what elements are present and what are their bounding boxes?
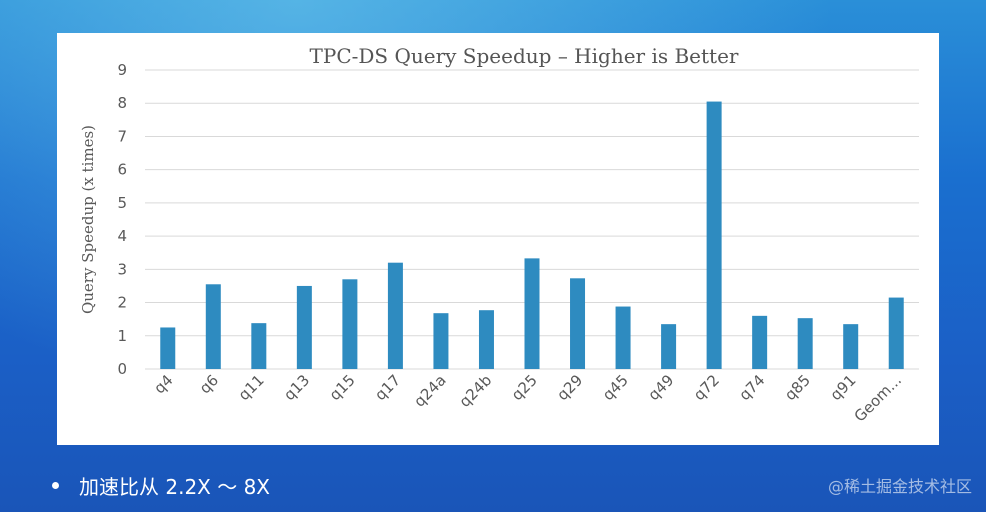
bar-q49 — [661, 324, 677, 369]
x-tick-label: q17 — [371, 371, 404, 404]
chart-card: TPC-DS Query Speedup – Higher is Better 0… — [57, 33, 939, 445]
x-tick-label: q4 — [150, 371, 176, 397]
bar-q74 — [752, 315, 768, 369]
bar-q45 — [615, 306, 631, 369]
bar-q91 — [843, 324, 859, 369]
x-tick-label: q85 — [781, 371, 814, 404]
bullet-item: 加速比从 2.2X ～ 8X — [52, 470, 270, 500]
x-tick-label: q49 — [644, 371, 677, 404]
y-tick-label: 9 — [117, 61, 127, 79]
bar-q11 — [251, 323, 267, 369]
y-tick-label: 7 — [117, 127, 127, 145]
x-tick-label: q15 — [326, 371, 359, 404]
x-tick-label: q29 — [553, 371, 586, 404]
bar-q17 — [387, 262, 403, 369]
y-tick-label: 2 — [117, 294, 127, 312]
watermark: @稀土掘金技术社区 — [827, 477, 972, 496]
bar-q4 — [160, 327, 176, 369]
y-tick-label: 6 — [117, 161, 127, 179]
chart-title: TPC-DS Query Speedup – Higher is Better — [310, 44, 739, 68]
y-axis-label: Query Speedup (x times) — [79, 125, 97, 314]
x-tick-label: q45 — [599, 371, 632, 404]
bullet-dot — [52, 481, 59, 489]
x-tick-label: q6 — [196, 371, 222, 397]
y-tick-label: 1 — [117, 327, 127, 345]
x-tick-label: q25 — [508, 371, 541, 404]
x-tick-label: q24a — [410, 371, 449, 410]
x-tick-label: q13 — [280, 371, 313, 404]
bullet-text: 加速比从 2.2X ～ 8X — [79, 474, 271, 499]
y-tick-label: 3 — [117, 260, 127, 278]
bar-q24a — [433, 313, 449, 369]
x-tick-label: q72 — [690, 371, 723, 404]
bar-q6 — [205, 284, 221, 369]
bar-geom — [888, 297, 904, 369]
x-tick-label: q24b — [456, 371, 496, 411]
bar-q72 — [706, 101, 722, 370]
y-tick-label: 5 — [117, 194, 127, 212]
x-tick-label: q91 — [827, 371, 860, 404]
bar-q24b — [478, 310, 494, 369]
y-tick-label: 0 — [117, 360, 127, 378]
bar-chart: TPC-DS Query Speedup – Higher is Better 0… — [79, 44, 919, 426]
bar-q25 — [524, 258, 540, 369]
bar-q15 — [342, 279, 358, 369]
x-tick-label: q74 — [736, 371, 769, 404]
bar-q29 — [570, 278, 586, 369]
y-tick-label: 4 — [117, 227, 127, 245]
x-tick-label: Geom... — [851, 371, 905, 425]
bar-q85 — [797, 318, 813, 369]
x-tick-label: q11 — [235, 371, 268, 404]
y-tick-label: 8 — [117, 94, 127, 112]
bar-q13 — [296, 285, 312, 369]
